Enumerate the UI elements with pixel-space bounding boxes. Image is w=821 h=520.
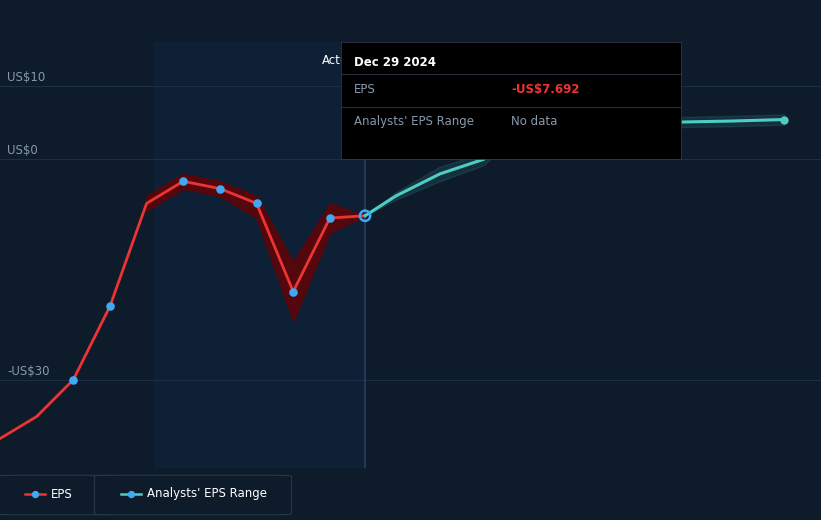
Text: EPS: EPS (51, 488, 72, 500)
Point (67, 375, 80, 384)
Point (213, 185, 227, 193)
Point (103, 302, 117, 310)
Point (250, 199, 263, 207)
FancyBboxPatch shape (0, 475, 117, 515)
Text: US$10: US$10 (7, 71, 46, 84)
Point (507, 129, 520, 138)
Text: -US$7.692: -US$7.692 (511, 83, 580, 96)
Text: Dec 29 2024: Dec 29 2024 (355, 56, 436, 69)
Text: Analysts Forecasts: Analysts Forecasts (371, 54, 481, 67)
Bar (154, 42, 365, 468)
Point (323, 214, 337, 222)
Point (28, 490, 41, 498)
Text: Actual: Actual (322, 54, 360, 67)
Text: No data: No data (511, 115, 557, 128)
Point (177, 177, 190, 186)
Point (654, 119, 667, 127)
Point (359, 212, 372, 220)
FancyBboxPatch shape (94, 475, 291, 515)
Text: US$0: US$0 (7, 144, 38, 157)
Point (287, 288, 300, 296)
Text: EPS: EPS (355, 83, 376, 96)
Text: Analysts' EPS Range: Analysts' EPS Range (147, 488, 267, 500)
Text: -US$30: -US$30 (7, 365, 50, 378)
Point (125, 490, 138, 498)
Text: Analysts' EPS Range: Analysts' EPS Range (355, 115, 475, 128)
Point (777, 115, 791, 124)
